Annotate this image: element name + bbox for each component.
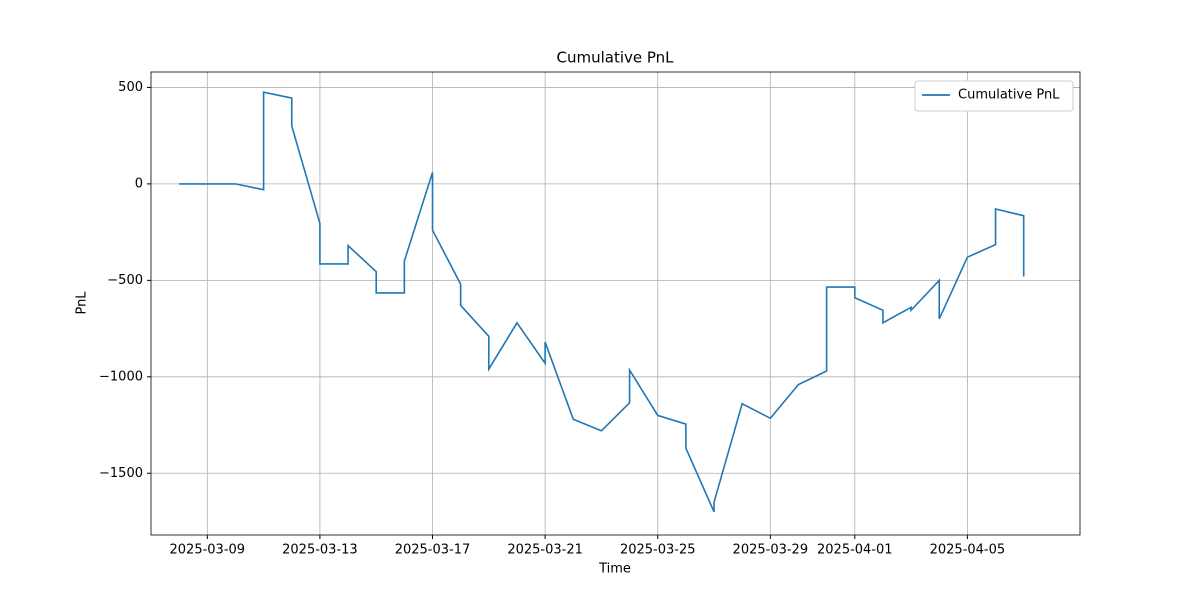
x-tick-label: 2025-03-25 (620, 543, 696, 558)
x-tick-label: 2025-03-13 (282, 543, 358, 558)
x-tick-label: 2025-04-01 (817, 543, 893, 558)
y-tick-label: −500 (107, 273, 143, 288)
x-tick-label: 2025-03-29 (733, 543, 809, 558)
x-tick-label: 2025-03-21 (507, 543, 583, 558)
line (179, 91, 1025, 513)
legend-label: Cumulative PnL (958, 88, 1060, 103)
y-tick-label: −1000 (99, 369, 143, 384)
y-axis-label: PnL (75, 291, 90, 315)
y-tick-label: 500 (118, 80, 143, 95)
x-tick-label: 2025-04-05 (930, 543, 1006, 558)
y-tick-label: 0 (135, 176, 143, 191)
legend-box (914, 80, 1074, 112)
y-tick-label: −1500 (99, 466, 143, 481)
chart-title: Cumulative PnL (556, 49, 674, 67)
plot-frame (150, 71, 1081, 536)
x-axis-label: Time (598, 562, 631, 577)
x-tick-label: 2025-03-09 (170, 543, 246, 558)
x-tick-label: 2025-03-17 (395, 543, 471, 558)
